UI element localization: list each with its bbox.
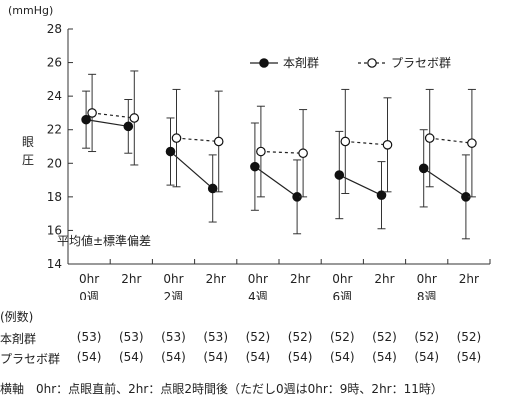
data-point	[376, 190, 387, 200]
x-group-label: 6週	[332, 290, 352, 300]
series-line	[429, 137, 472, 144]
counts-cell: (54)	[245, 350, 271, 364]
sd-annotation: 平均値±標準偏差	[57, 233, 151, 248]
series-0	[81, 90, 471, 240]
x-tick-label: 0hr	[417, 272, 437, 286]
data-point	[250, 161, 260, 172]
counts-cell: (54)	[76, 350, 102, 364]
counts-row-label: 本剤群	[0, 332, 37, 346]
counts-cell: (53)	[203, 330, 229, 344]
x-tick-label: 2hr	[121, 272, 141, 286]
counts-cell: (54)	[329, 350, 355, 364]
data-point	[129, 113, 140, 123]
counts-cell: (54)	[161, 350, 186, 364]
y-tick-label: 16	[47, 223, 62, 237]
data-point	[334, 170, 345, 180]
counts-cell: (52)	[287, 330, 313, 344]
data-point	[213, 136, 224, 147]
counts-cell: (52)	[414, 330, 440, 344]
x-group-label: 4週	[248, 290, 268, 300]
counts-cell: (52)	[245, 330, 271, 344]
counts-cell: (54)	[203, 350, 229, 364]
series-line	[423, 167, 467, 198]
y-tick-label: 28	[47, 22, 62, 36]
y-axis-unit: (mmHg)	[8, 4, 53, 17]
counts-cell: (54)	[118, 350, 144, 364]
x-tick-label: 2hr	[290, 272, 310, 286]
data-point	[165, 146, 176, 157]
legend-marker	[259, 58, 269, 68]
series-line	[254, 166, 298, 198]
y-tick-label: 26	[47, 56, 62, 70]
x-tick-label: 0hr	[163, 272, 183, 286]
y-axis-label: 眼	[22, 135, 34, 149]
x-tick-label: 2hr	[374, 272, 394, 286]
counts-header: (例数)	[0, 310, 34, 324]
data-point	[340, 136, 351, 147]
series-line	[345, 140, 388, 146]
footnote: 横軸 0hr：点眼直前、2hr：点眼2時間後（ただし0週は0hr：9時、2hr：…	[0, 382, 443, 396]
y-tick-label: 24	[47, 89, 62, 103]
series-line	[260, 150, 304, 154]
data-point	[81, 114, 91, 125]
counts-cell: (52)	[329, 330, 355, 344]
data-point	[418, 163, 429, 174]
data-point	[382, 140, 393, 150]
y-tick-label: 14	[47, 257, 62, 271]
legend-marker	[367, 58, 377, 68]
x-group-label: 0週	[79, 290, 99, 300]
series-layer	[81, 70, 477, 240]
x-tick-label: 0hr	[332, 272, 352, 286]
x-ticks: 0hr 0週 2hr 0hr 2週 2hr 0hr 4週 2hr 0hr 6週 2hr 0hr 8週 2hr	[67, 259, 491, 300]
data-point	[123, 121, 134, 132]
y-tick-label: 18	[47, 190, 62, 204]
counts-cell: (54)	[414, 350, 440, 364]
y-tick-label: 22	[47, 123, 62, 137]
y-ticks: 14 16 18 20 22 24 26 28	[47, 22, 73, 271]
counts-cell: (53)	[76, 330, 102, 344]
counts-cell: (54)	[456, 350, 482, 364]
counts-cell: (52)	[456, 330, 482, 344]
x-tick-label: 0hr	[248, 272, 268, 286]
data-point	[467, 138, 477, 148]
series-line	[339, 174, 382, 196]
series-1	[87, 70, 477, 198]
x-tick-label: 2hr	[206, 272, 226, 286]
series-line	[176, 137, 219, 143]
legend-label: プラセボ群	[391, 56, 451, 70]
data-point	[87, 108, 97, 118]
data-point	[207, 183, 218, 194]
data-point	[424, 133, 435, 143]
x-group-label: 2週	[164, 290, 184, 300]
series-line	[92, 112, 135, 119]
y-axis-label-part: 圧	[22, 153, 34, 167]
data-point	[298, 148, 308, 159]
y-tick-label: 20	[47, 156, 62, 170]
legend-label: 本剤群	[283, 55, 319, 70]
x-group-label: 8週	[417, 290, 437, 300]
x-tick-label: 2hr	[459, 272, 479, 286]
series-line	[86, 119, 129, 127]
counts-cell: (52)	[372, 330, 397, 344]
legend: 本剤群 プラセボ群	[250, 55, 451, 70]
counts-row-label: プラセボ群	[0, 352, 61, 366]
data-point	[171, 133, 182, 143]
data-point	[256, 146, 266, 157]
x-tick-label: 0hr	[79, 272, 99, 286]
series-line	[170, 151, 214, 189]
counts-cell: (54)	[287, 350, 313, 364]
counts-cell: (53)	[118, 330, 144, 344]
iop-line-chart: (mmHg) 眼 圧 14 16 18 20 22 24 26 28 0hr 0週 2hr 0hr 2…	[8, 4, 491, 300]
counts-cell: (54)	[372, 350, 397, 364]
counts-cell: (53)	[161, 330, 186, 344]
